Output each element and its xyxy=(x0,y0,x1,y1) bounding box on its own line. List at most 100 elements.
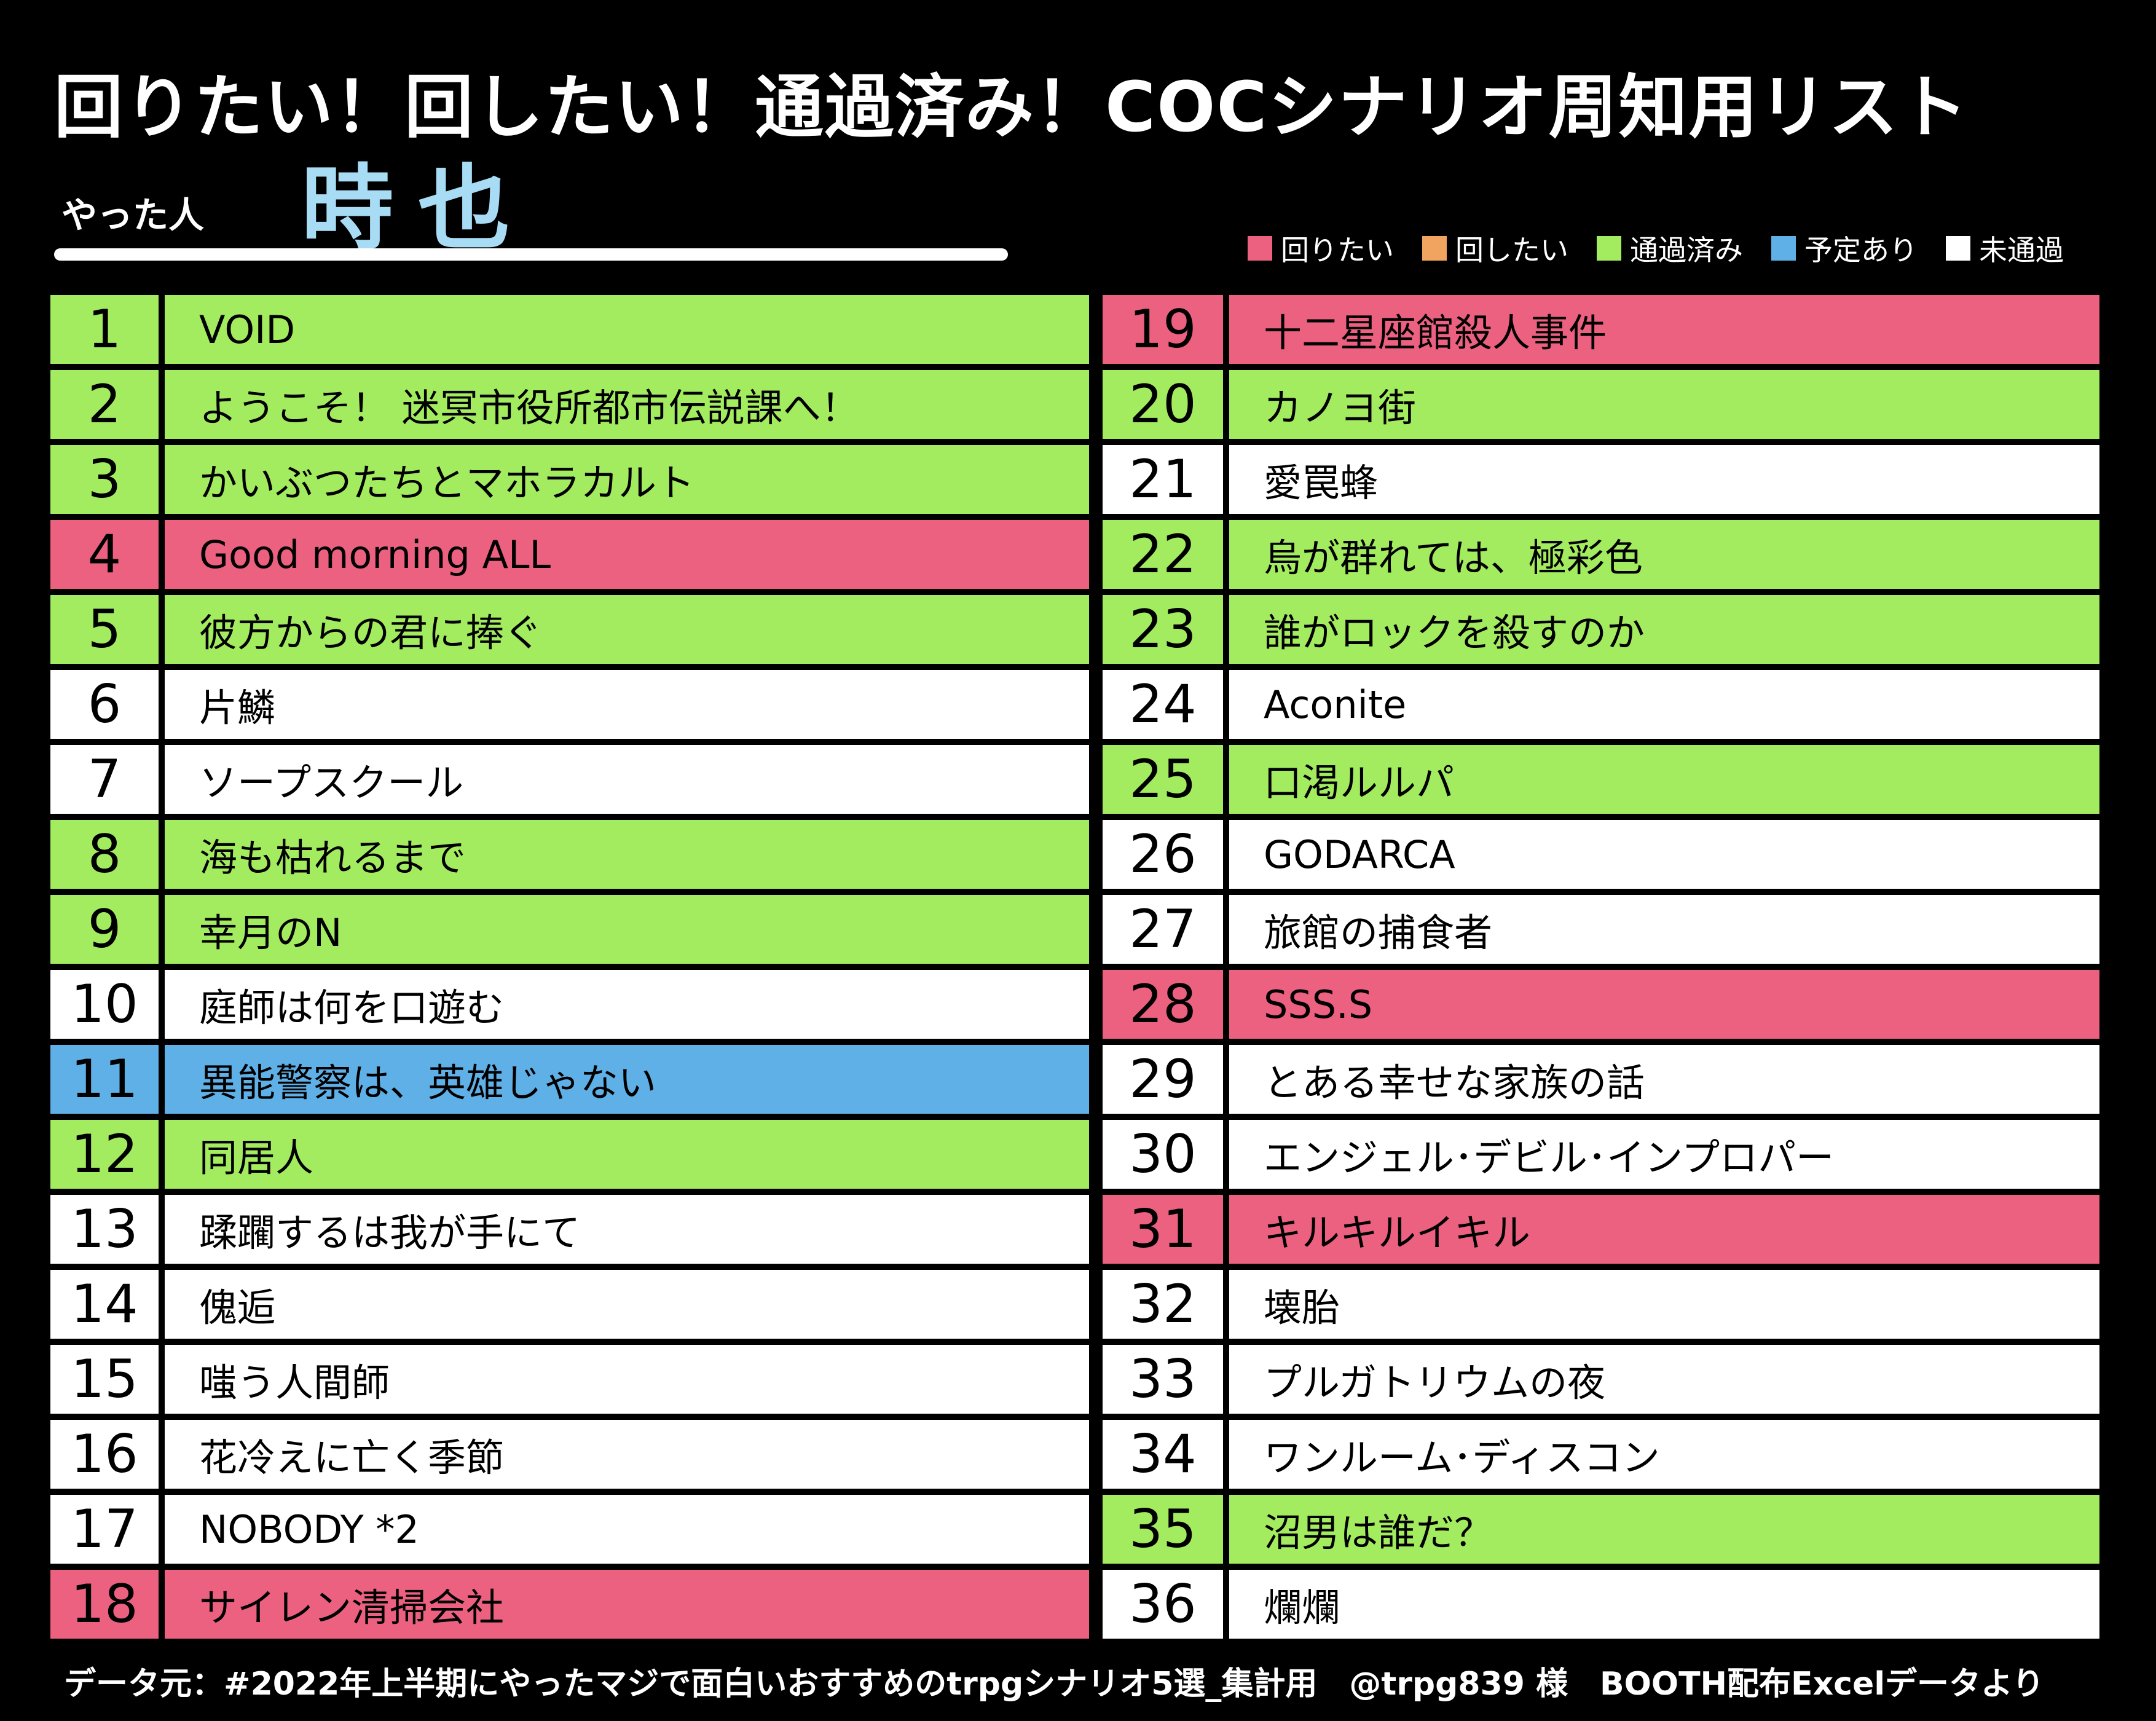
player-underline xyxy=(54,248,1008,261)
scenario-name: エンジェル･デビル･インプロパー xyxy=(1229,1120,2099,1189)
legend-item-planned: 予定あり xyxy=(1771,228,1918,269)
scenario-name: ようこそ！ 迷冥市役所都市伝説課へ！ xyxy=(165,370,1089,439)
row-number: 31 xyxy=(1103,1195,1223,1264)
row-number: 30 xyxy=(1103,1120,1223,1189)
row-number: 25 xyxy=(1103,745,1223,814)
row-number: 2 xyxy=(50,370,159,439)
scenario-name: 沼男は誰だ？ xyxy=(1229,1495,2099,1564)
scenario-name: 愛罠蜂 xyxy=(1229,445,2099,514)
legend-swatch-done xyxy=(1597,236,1621,261)
row-number: 9 xyxy=(50,895,159,964)
scenario-name: NOBODY *2 xyxy=(165,1495,1089,1564)
row-number: 32 xyxy=(1103,1270,1223,1339)
table-row: 16 花冷えに亡く季節 xyxy=(50,1420,1089,1489)
row-number: 35 xyxy=(1103,1495,1223,1564)
table-row: 20 カノヨ街 xyxy=(1103,370,2099,439)
row-number: 14 xyxy=(50,1270,159,1339)
table-row: 17 NOBODY *2 xyxy=(50,1495,1089,1564)
scenario-name: 爛爛 xyxy=(1229,1570,2099,1639)
legend-label-want-play: 回りたい xyxy=(1281,234,1394,267)
table-row: 18 サイレン清掃会社 xyxy=(50,1570,1089,1639)
row-number: 26 xyxy=(1103,820,1223,889)
table-row: 14 傀逅 xyxy=(50,1270,1089,1339)
legend-item-none: 未通過 xyxy=(1946,228,2064,269)
row-number: 3 xyxy=(50,445,159,514)
scenario-name: VOID xyxy=(165,295,1089,364)
scenario-name: ソープスクール xyxy=(165,745,1089,814)
scenario-name: 十二星座館殺人事件 xyxy=(1229,295,2099,364)
table-row: 26 GODARCA xyxy=(1103,820,2099,889)
scenario-name: 片鱗 xyxy=(165,670,1089,739)
table-row: 19 十二星座館殺人事件 xyxy=(1103,295,2099,364)
table-row: 3 かいぶつたちとマホラカルト xyxy=(50,445,1089,514)
legend-item-want-gm: 回したい xyxy=(1422,228,1568,269)
row-number: 18 xyxy=(50,1570,159,1639)
table-row: 24 Aconite xyxy=(1103,670,2099,739)
row-number: 27 xyxy=(1103,895,1223,964)
table-row: 25 口渇ルルパ xyxy=(1103,745,2099,814)
row-number: 22 xyxy=(1103,520,1223,589)
table-row: 31 キルキルイキル xyxy=(1103,1195,2099,1264)
row-number: 16 xyxy=(50,1420,159,1489)
legend-label-none: 未通過 xyxy=(1979,234,2064,267)
table-row: 11 異能警察は、英雄じゃない xyxy=(50,1045,1089,1114)
scenario-name: GODARCA xyxy=(1229,820,2099,889)
row-number: 7 xyxy=(50,745,159,814)
scenario-list-right: 19 十二星座館殺人事件 20 カノヨ街 21 愛罠蜂 22 烏が群れては、極彩色 23 誰がロッ… xyxy=(1103,295,2099,1647)
table-row: 2 ようこそ！ 迷冥市役所都市伝説課へ！ xyxy=(50,370,1089,439)
row-number: 20 xyxy=(1103,370,1223,439)
legend-swatch-want-play xyxy=(1248,236,1272,261)
scenario-name: 嗤う人間師 xyxy=(165,1345,1089,1414)
scenario-name: Good morning ALL xyxy=(165,520,1089,589)
row-number: 5 xyxy=(50,595,159,664)
table-row: 34 ワンルーム･ディスコン xyxy=(1103,1420,2099,1489)
legend-swatch-none xyxy=(1946,236,1970,261)
table-row: 7 ソープスクール xyxy=(50,745,1089,814)
scenario-list-left: 1 VOID 2 ようこそ！ 迷冥市役所都市伝説課へ！ 3 かいぶつたちとマホラカルト 4 G… xyxy=(50,295,1089,1647)
page-title: 回りたい！回したい！通過済み！COCシナリオ周知用リスト xyxy=(54,68,1969,148)
table-row: 30 エンジェル･デビル･インプロパー xyxy=(1103,1120,2099,1189)
table-row: 9 幸月のN xyxy=(50,895,1089,964)
row-number: 19 xyxy=(1103,295,1223,364)
table-row: 33 プルガトリウムの夜 xyxy=(1103,1345,2099,1414)
legend-label-want-gm: 回したい xyxy=(1455,234,1568,267)
table-row: 15 嗤う人間師 xyxy=(50,1345,1089,1414)
table-row: 8 海も枯れるまで xyxy=(50,820,1089,889)
scenario-name: 花冷えに亡く季節 xyxy=(165,1420,1089,1489)
row-number: 28 xyxy=(1103,970,1223,1039)
row-number: 10 xyxy=(50,970,159,1039)
table-row: 6 片鱗 xyxy=(50,670,1089,739)
legend-swatch-planned xyxy=(1771,236,1796,261)
row-number: 21 xyxy=(1103,445,1223,514)
row-number: 17 xyxy=(50,1495,159,1564)
scenario-name: プルガトリウムの夜 xyxy=(1229,1345,2099,1414)
legend-item-done: 通過済み xyxy=(1597,228,1743,269)
scenario-name: 海も枯れるまで xyxy=(165,820,1089,889)
table-row: 36 爛爛 xyxy=(1103,1570,2099,1639)
row-number: 29 xyxy=(1103,1045,1223,1114)
table-row: 13 蹂躙するは我が手にて xyxy=(50,1195,1089,1264)
row-number: 11 xyxy=(50,1045,159,1114)
scenario-name: カノヨ街 xyxy=(1229,370,2099,439)
scenario-name: 庭師は何を口遊む xyxy=(165,970,1089,1039)
row-number: 34 xyxy=(1103,1420,1223,1489)
scenario-name: かいぶつたちとマホラカルト xyxy=(165,445,1089,514)
scenario-name: サイレン清掃会社 xyxy=(165,1570,1089,1639)
row-number: 24 xyxy=(1103,670,1223,739)
legend: 回りたい 回したい 通過済み 予定あり 未通過 xyxy=(1248,230,2064,267)
legend-swatch-want-gm xyxy=(1422,236,1447,261)
table-row: 22 烏が群れては、極彩色 xyxy=(1103,520,2099,589)
scenario-name: ワンルーム･ディスコン xyxy=(1229,1420,2099,1489)
scenario-name: 旅館の捕食者 xyxy=(1229,895,2099,964)
row-number: 33 xyxy=(1103,1345,1223,1414)
scenario-name: 誰がロックを殺すのか xyxy=(1229,595,2099,664)
table-row: 29 とある幸せな家族の話 xyxy=(1103,1045,2099,1114)
scenario-name: キルキルイキル xyxy=(1229,1195,2099,1264)
row-number: 23 xyxy=(1103,595,1223,664)
table-row: 12 同居人 xyxy=(50,1120,1089,1189)
table-row: 27 旅館の捕食者 xyxy=(1103,895,2099,964)
player-name: 時也 xyxy=(301,156,535,262)
row-number: 13 xyxy=(50,1195,159,1264)
row-number: 6 xyxy=(50,670,159,739)
scenario-name: 壊胎 xyxy=(1229,1270,2099,1339)
